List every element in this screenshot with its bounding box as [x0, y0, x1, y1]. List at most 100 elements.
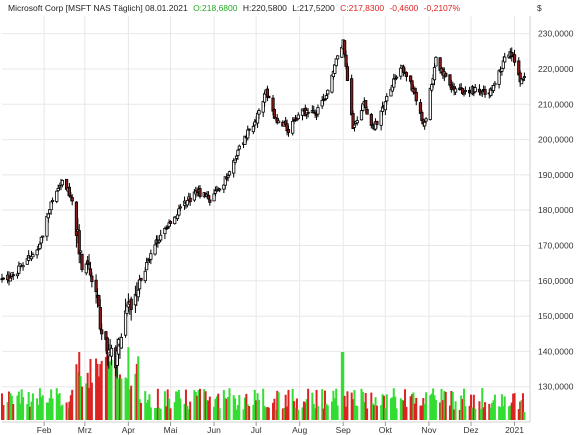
volume-bar — [130, 385, 133, 420]
candle-body — [185, 200, 189, 206]
volume-bar — [503, 396, 506, 420]
candle-body — [233, 159, 237, 163]
candle-body — [253, 121, 257, 126]
volume-bar — [401, 399, 404, 420]
time-tick-label: Mrz — [78, 425, 92, 435]
candle-body — [477, 88, 482, 93]
volume-bar — [177, 389, 180, 420]
volume-bar — [360, 388, 363, 420]
volume-bar — [68, 401, 71, 420]
candle-body — [45, 215, 49, 237]
candle-body — [324, 95, 328, 100]
candle-body — [69, 195, 73, 198]
volume-bar — [155, 407, 158, 420]
volume-bar — [472, 394, 475, 420]
volume-bar — [16, 395, 19, 420]
volume-bar — [10, 395, 13, 420]
volume-bar — [2, 405, 5, 420]
candle-body — [423, 121, 427, 127]
volume-bar — [460, 395, 463, 420]
volume-bar — [335, 388, 338, 420]
volume-bar — [40, 397, 43, 420]
candle-body — [493, 82, 497, 86]
candle-body — [8, 277, 13, 282]
volume-bar — [484, 402, 487, 420]
candle-body — [503, 56, 507, 63]
price-tick-label: 150,0000 — [538, 311, 574, 321]
candle-body — [379, 110, 383, 126]
time-tick-label: Nov — [421, 425, 437, 435]
volume-bar — [412, 392, 415, 420]
candle-body — [74, 201, 79, 236]
volume-bar — [89, 359, 92, 420]
volume-bar — [342, 352, 345, 420]
volume-bar — [86, 372, 89, 420]
candle-body — [424, 118, 428, 122]
volume-bar — [425, 392, 428, 420]
candle-body — [208, 199, 212, 203]
price-tick-label: 130,0000 — [538, 382, 574, 392]
volume-bar — [458, 409, 461, 420]
volume-bar — [169, 408, 172, 420]
candle-body — [385, 96, 389, 102]
volume-bar — [138, 399, 141, 420]
volume-bar — [30, 401, 33, 420]
open-value: O:218,6800 — [193, 3, 238, 13]
volume-bar — [104, 356, 107, 420]
volume-bar — [148, 394, 151, 420]
volume-bar — [286, 406, 289, 420]
volume-bar — [243, 397, 246, 420]
candle-body — [88, 268, 93, 276]
volume-bar — [215, 396, 218, 420]
volume-bar — [297, 409, 300, 420]
volume-bar — [430, 393, 433, 420]
volume-bar — [96, 363, 99, 420]
volume-bar — [41, 395, 44, 420]
volume-bar — [316, 406, 319, 420]
candle-body — [399, 67, 403, 77]
candle-body — [177, 208, 181, 216]
volume-bar — [326, 405, 329, 420]
volume-bar — [374, 397, 377, 420]
volume-bar — [432, 388, 435, 420]
volume-bar — [166, 389, 169, 420]
volume-bar — [100, 360, 103, 420]
time-tick-label: 2021 — [505, 425, 524, 435]
volume-bar — [194, 391, 197, 420]
chart-header: Microsoft Corp [MSFT NAS Täglich] 08.01.… — [8, 3, 461, 13]
volume-bar — [392, 388, 395, 420]
candle-body — [143, 270, 147, 282]
volume-bar — [36, 398, 39, 420]
candle-body — [522, 76, 526, 79]
candle-body — [39, 236, 43, 244]
price-axis-labels: 230,0000 220,0000 210,0000 200,0000 190,0000… — [538, 29, 574, 392]
volume-bar — [512, 393, 515, 420]
volume-bar — [118, 374, 121, 420]
volume-bar — [242, 409, 245, 420]
volume-bar — [323, 390, 326, 420]
candle-body — [84, 263, 88, 274]
volume-bar — [179, 398, 182, 420]
candle-body — [333, 64, 337, 74]
candle-body — [272, 109, 277, 119]
candle-body — [512, 54, 517, 63]
volume-bar — [345, 406, 348, 420]
volume-bars — [1, 346, 526, 420]
candle-body — [38, 243, 42, 249]
candle-body — [480, 90, 484, 93]
candle-body — [320, 99, 324, 107]
candle-body — [316, 107, 320, 115]
candle-body — [109, 347, 114, 357]
volume-bar — [276, 390, 279, 420]
volume-bar — [176, 391, 179, 420]
candle-body — [394, 76, 399, 79]
volume-bar — [307, 388, 310, 420]
volume-bar — [156, 388, 159, 420]
volume-bar — [363, 402, 366, 420]
volume-bar — [441, 400, 444, 420]
volume-bar — [332, 390, 335, 420]
low-value: L:217,5200 — [292, 3, 335, 13]
candle-body — [212, 193, 216, 202]
candle-body — [418, 102, 423, 114]
volume-bar — [277, 392, 280, 420]
